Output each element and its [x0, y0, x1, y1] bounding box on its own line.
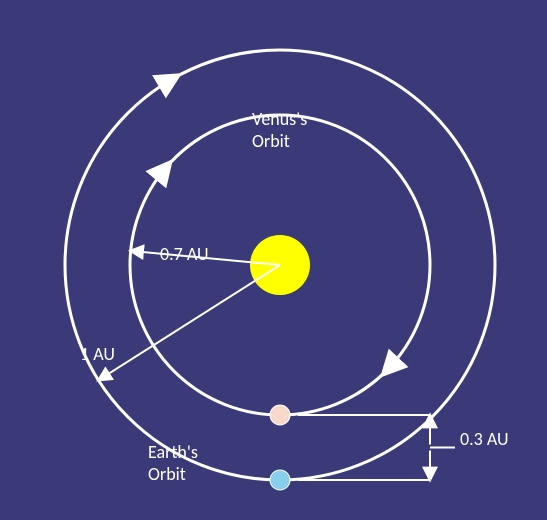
earth-orbit-label-2: Orbit	[148, 463, 186, 485]
venus-orbit-label-1: Venus's	[252, 108, 307, 130]
earth-planet	[270, 470, 290, 490]
venus-planet	[270, 405, 290, 425]
gap-au-label: 0.3 AU	[460, 428, 509, 450]
venus-au-label: 0.7 AU	[160, 243, 209, 265]
venus-orbit-label-2: Orbit	[252, 130, 290, 152]
earth-au-label: 1 AU	[80, 343, 115, 365]
earth-orbit-label-1: Earth's	[148, 441, 198, 463]
